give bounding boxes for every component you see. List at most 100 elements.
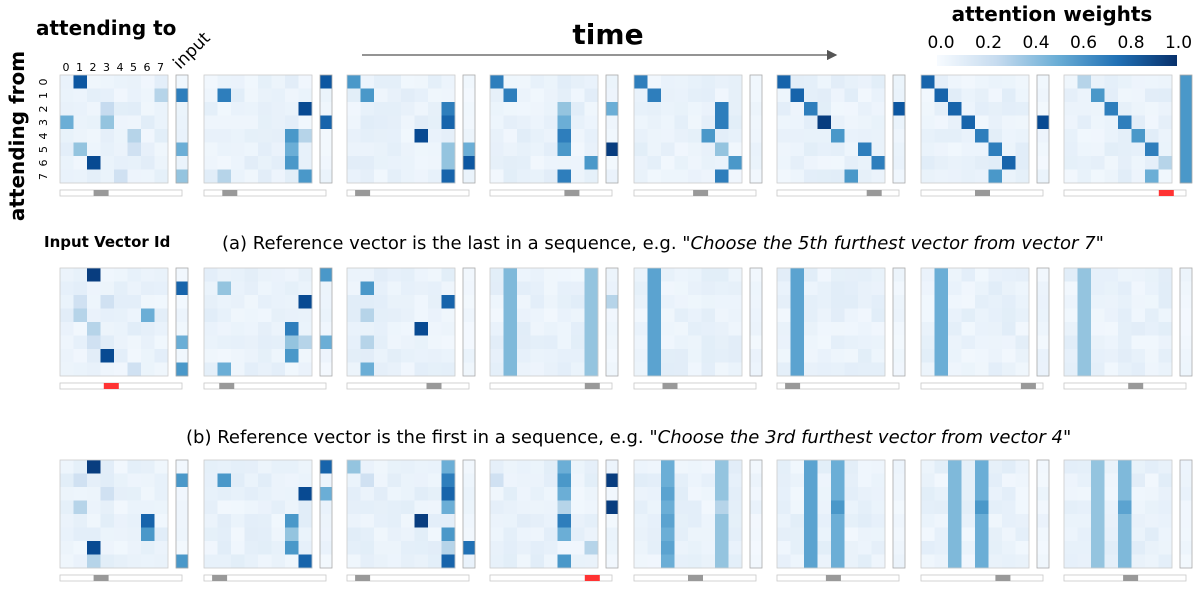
heatmap-cell bbox=[1077, 500, 1092, 515]
heatmap-cell bbox=[688, 487, 702, 501]
input-frame bbox=[175, 267, 189, 377]
heatmap-cell bbox=[258, 514, 272, 528]
heatmap-cell bbox=[428, 88, 442, 103]
heatmap-cell bbox=[154, 281, 169, 296]
heatmap-cell bbox=[1064, 129, 1078, 143]
input-cell bbox=[1180, 335, 1192, 350]
heatmap-cell bbox=[360, 349, 375, 363]
heatmap-cell bbox=[701, 473, 716, 488]
heatmap-cell bbox=[503, 500, 518, 515]
input-cell bbox=[463, 268, 475, 282]
heatmap-cell bbox=[975, 281, 989, 296]
heatmap-cell bbox=[715, 308, 729, 323]
heatmap-cell bbox=[60, 460, 74, 474]
time-indicator-track bbox=[776, 189, 900, 197]
heatmap-cell bbox=[584, 295, 599, 309]
heatmap-cell bbox=[817, 362, 832, 377]
heatmap-cell bbox=[441, 156, 456, 170]
input-cell bbox=[1037, 362, 1049, 377]
heatmap-cell bbox=[271, 75, 286, 89]
heatmap-cell bbox=[844, 554, 859, 569]
input-cell bbox=[750, 156, 762, 170]
heatmap-cell bbox=[360, 75, 375, 89]
heatmap-cell bbox=[557, 335, 572, 350]
heatmap-cell bbox=[285, 281, 299, 296]
heatmap-cell bbox=[1131, 156, 1146, 170]
input-cell bbox=[176, 487, 188, 501]
heatmap-cell bbox=[154, 75, 169, 89]
heatmap-cell bbox=[114, 349, 128, 363]
heatmap-cell bbox=[1158, 554, 1173, 569]
heatmap-cell bbox=[634, 308, 648, 323]
heatmap-cell bbox=[73, 308, 88, 323]
heatmap-cell bbox=[817, 541, 832, 555]
heatmap-cell bbox=[271, 487, 286, 501]
time-indicator-track bbox=[489, 189, 613, 197]
heatmap-cell bbox=[347, 527, 361, 542]
heatmap-cell bbox=[701, 88, 716, 103]
panel-frame bbox=[203, 267, 313, 377]
heatmap-cell bbox=[544, 322, 558, 336]
heatmap-cell bbox=[374, 75, 388, 89]
heatmap-cell bbox=[1077, 322, 1092, 336]
heatmap-cell bbox=[360, 500, 375, 515]
heatmap-cell bbox=[244, 75, 259, 89]
heatmap-cell bbox=[1118, 514, 1132, 528]
heatmap-cell bbox=[1145, 156, 1159, 170]
heatmap-cell bbox=[647, 75, 662, 89]
heatmap-cell bbox=[441, 75, 456, 89]
heatmap-cell bbox=[401, 142, 415, 157]
heatmap-cell bbox=[844, 169, 859, 184]
heatmap-cell bbox=[1002, 308, 1016, 323]
heatmap-cell bbox=[271, 268, 286, 282]
input-cell bbox=[176, 268, 188, 282]
heatmap-cell bbox=[441, 554, 456, 569]
heatmap-cell bbox=[360, 473, 375, 488]
heatmap-cell bbox=[374, 527, 388, 542]
heatmap-cell bbox=[1158, 75, 1173, 89]
heatmap-cell bbox=[831, 527, 845, 542]
heatmap-cell bbox=[347, 500, 361, 515]
heatmap-cell bbox=[1145, 541, 1159, 555]
time-indicator bbox=[1123, 575, 1139, 581]
heatmap-cell bbox=[1158, 129, 1173, 143]
heatmap-cell bbox=[975, 142, 989, 157]
heatmap-cell bbox=[790, 142, 805, 157]
heatmap-cell bbox=[490, 527, 504, 542]
heatmap-cell bbox=[647, 142, 662, 157]
heatmap-cell bbox=[298, 295, 313, 309]
heatmap-cell bbox=[73, 335, 88, 350]
heatmap-cell bbox=[1077, 169, 1092, 184]
heatmap-cell bbox=[490, 295, 504, 309]
heatmap-cell bbox=[298, 541, 313, 555]
input-cell bbox=[1180, 460, 1192, 474]
input-cell bbox=[893, 142, 905, 157]
heatmap-cell bbox=[647, 295, 662, 309]
heatmap-cell bbox=[858, 322, 872, 336]
input-frame bbox=[319, 74, 333, 184]
heatmap-cell bbox=[804, 102, 818, 116]
input-frame bbox=[1179, 459, 1193, 569]
heatmap-cell bbox=[347, 88, 361, 103]
heatmap-cell bbox=[360, 156, 375, 170]
heatmap-cell bbox=[961, 142, 976, 157]
heatmap-cell bbox=[87, 156, 101, 170]
heatmap-cell bbox=[244, 541, 259, 555]
heatmap-cell bbox=[374, 142, 388, 157]
input-cell bbox=[893, 75, 905, 89]
input-cell bbox=[463, 322, 475, 336]
heatmap-cell bbox=[1077, 335, 1092, 350]
heatmap-cell bbox=[1158, 169, 1173, 184]
input-cell bbox=[176, 335, 188, 350]
heatmap-cell bbox=[517, 349, 531, 363]
heatmap-cell bbox=[715, 281, 729, 296]
input-cell bbox=[1037, 349, 1049, 363]
time-indicator bbox=[355, 575, 371, 581]
heatmap-cell bbox=[715, 169, 729, 184]
heatmap-cell bbox=[204, 169, 218, 184]
heatmap-cell bbox=[231, 487, 245, 501]
heatmap-cell bbox=[1077, 268, 1092, 282]
heatmap-cell bbox=[777, 335, 791, 350]
heatmap-cell bbox=[217, 335, 232, 350]
input-cell bbox=[176, 295, 188, 309]
